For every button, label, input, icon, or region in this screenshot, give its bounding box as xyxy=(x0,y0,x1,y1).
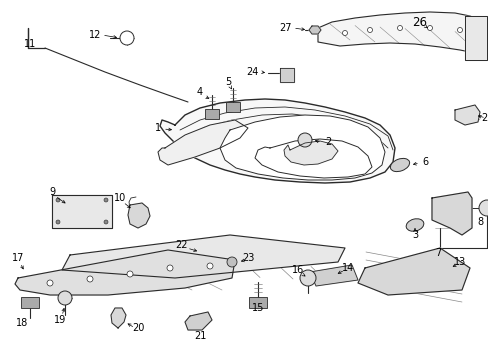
Circle shape xyxy=(104,198,108,202)
Text: 1: 1 xyxy=(155,123,161,133)
Polygon shape xyxy=(15,250,235,295)
Circle shape xyxy=(427,26,431,31)
Circle shape xyxy=(206,263,213,269)
Polygon shape xyxy=(309,265,357,286)
Polygon shape xyxy=(284,141,337,165)
Text: 10: 10 xyxy=(114,193,126,203)
Text: 23: 23 xyxy=(242,253,254,263)
Polygon shape xyxy=(357,248,469,295)
FancyBboxPatch shape xyxy=(248,297,266,308)
Circle shape xyxy=(342,31,347,36)
Text: 6: 6 xyxy=(421,157,427,167)
Circle shape xyxy=(104,220,108,224)
Text: 18: 18 xyxy=(16,318,28,328)
Text: 9: 9 xyxy=(49,187,55,197)
Text: 17: 17 xyxy=(12,253,24,263)
Text: 15: 15 xyxy=(251,303,264,313)
Circle shape xyxy=(397,26,402,31)
Text: 20: 20 xyxy=(132,323,144,333)
Circle shape xyxy=(297,133,311,147)
Text: 21: 21 xyxy=(193,331,206,341)
Text: 3: 3 xyxy=(411,230,417,240)
Polygon shape xyxy=(158,120,247,165)
Polygon shape xyxy=(431,192,471,235)
Circle shape xyxy=(56,220,60,224)
Circle shape xyxy=(127,271,133,277)
Polygon shape xyxy=(454,105,479,125)
Circle shape xyxy=(47,280,53,286)
Circle shape xyxy=(167,265,173,271)
Polygon shape xyxy=(308,26,320,34)
Polygon shape xyxy=(111,308,126,328)
Polygon shape xyxy=(52,195,112,228)
FancyBboxPatch shape xyxy=(204,109,219,119)
Circle shape xyxy=(226,257,237,267)
Polygon shape xyxy=(464,16,486,60)
Text: 25: 25 xyxy=(480,113,488,123)
Circle shape xyxy=(299,270,315,286)
Polygon shape xyxy=(220,115,384,180)
Circle shape xyxy=(58,291,72,305)
Circle shape xyxy=(56,198,60,202)
Text: 27: 27 xyxy=(278,23,291,33)
Polygon shape xyxy=(184,312,212,330)
Circle shape xyxy=(87,276,93,282)
Circle shape xyxy=(457,27,462,32)
Polygon shape xyxy=(317,12,486,52)
Polygon shape xyxy=(62,235,345,278)
Text: 7: 7 xyxy=(434,248,440,258)
Circle shape xyxy=(367,27,372,32)
Text: 4: 4 xyxy=(197,87,203,97)
Polygon shape xyxy=(160,99,394,183)
Circle shape xyxy=(120,31,134,45)
Circle shape xyxy=(478,200,488,216)
Text: 14: 14 xyxy=(341,263,353,273)
FancyBboxPatch shape xyxy=(225,102,240,112)
Text: 24: 24 xyxy=(245,67,258,77)
Text: 22: 22 xyxy=(175,240,188,250)
FancyBboxPatch shape xyxy=(21,297,39,308)
Text: 11: 11 xyxy=(24,39,36,49)
Text: 16: 16 xyxy=(291,265,304,275)
Text: 2: 2 xyxy=(324,137,330,147)
Text: 26: 26 xyxy=(412,15,427,28)
Ellipse shape xyxy=(406,219,423,231)
Polygon shape xyxy=(254,139,371,178)
Polygon shape xyxy=(280,68,293,82)
Text: 13: 13 xyxy=(453,257,465,267)
Text: 12: 12 xyxy=(89,30,101,40)
Text: 8: 8 xyxy=(476,217,482,227)
Polygon shape xyxy=(128,203,150,228)
Text: 5: 5 xyxy=(224,77,231,87)
Text: 19: 19 xyxy=(54,315,66,325)
Ellipse shape xyxy=(389,158,409,172)
